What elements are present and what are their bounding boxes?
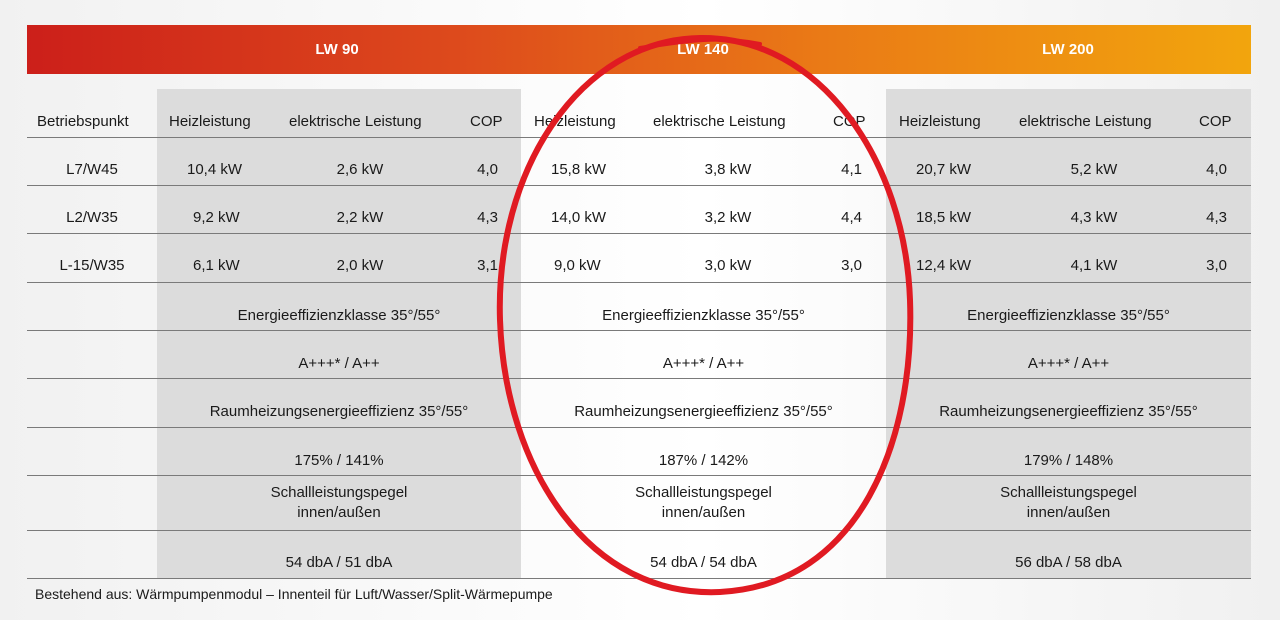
row-divider [27,330,1251,331]
lw90-shade [157,89,521,578]
row-elek-lw200: 4,3 kW [1070,209,1118,226]
row-heiz-lw140: 9,0 kW [554,257,601,274]
lw200-shade [886,89,1251,578]
schall-label-line2: innen/außen [297,504,381,521]
row-heiz-lw200: 20,7 kW [916,161,972,178]
row-cop-lw90: 4,3 [477,209,498,226]
row-elek-lw90: 2,0 kW [336,257,384,274]
raumheizung-label-lw200: Raumheizungsenergieeffizienz 35°/55° [939,403,1198,420]
row-heiz-lw90: 9,2 kW [193,209,240,226]
schall-label-lw200: Schallleistungspegel innen/außen [886,483,1251,523]
schall-label-line2: innen/außen [1026,504,1111,521]
row-divider [27,530,1251,531]
row-heiz-lw90: 6,1 kW [193,257,240,274]
row-elek-lw140: 3,8 kW [704,161,752,178]
row-heiz-lw200: 12,4 kW [916,257,972,274]
col-cop-lw90: COP [470,113,503,130]
row-elek-lw200: 5,2 kW [1070,161,1118,178]
col-heizleistung-lw90: Heizleistung [169,113,251,130]
row-divider [27,185,1251,186]
row-cop-lw200: 3,0 [1206,257,1227,274]
footer-note: Bestehend aus: Wärmpumpenmodul – Innente… [35,586,553,602]
row-heiz-lw90: 10,4 kW [187,161,243,178]
row-cop-lw140: 4,1 [841,161,862,178]
schall-label-line2: innen/außen [661,504,746,521]
row-elek-lw90: 2,2 kW [336,209,384,226]
energieklasse-value-lw140: A+++* / A++ [662,355,745,372]
row-cop-lw140: 4,4 [841,209,862,226]
row-cop-lw200: 4,0 [1206,161,1227,178]
row-cop-lw90: 3,1 [477,257,498,274]
energieklasse-label-lw200: Energieeffizienzklasse 35°/55° [967,307,1170,324]
row-divider [27,282,1251,283]
row-elek-lw140: 3,2 kW [704,209,752,226]
schall-value-lw200: 56 dbA / 58 dbA [1015,554,1122,571]
schall-label-line1: Schallleistungspegel [270,484,408,501]
row-cop-lw200: 4,3 [1206,209,1227,226]
row-elek-lw200: 4,1 kW [1070,257,1118,274]
col-heizleistung-lw200: Heizleistung [899,113,981,130]
raumheizung-value-lw90: 175% / 141% [294,452,384,469]
raumheizung-label-lw90: Raumheizungsenergieeffizienz 35°/55° [209,403,469,420]
raumheizung-value-lw200: 179% / 148% [1023,452,1114,469]
row-heiz-lw200: 18,5 kW [916,209,972,226]
row-divider [27,233,1251,234]
row-elek-lw140: 3,0 kW [704,257,752,274]
schall-label-line1: Schallleistungspegel [635,484,772,501]
header-lw200: LW 200 [1042,41,1094,58]
row-divider [27,137,1251,138]
row-divider [27,378,1251,379]
header-lw140: LW 140 [677,41,729,58]
row-cop-lw90: 4,0 [477,161,498,178]
row-divider [27,578,1251,579]
schall-value-lw140: 54 dbA / 54 dbA [650,554,757,571]
row-divider [27,475,1251,476]
energieklasse-label-lw140: Energieeffizienzklasse 35°/55° [602,307,805,324]
col-heizleistung-lw140: Heizleistung [534,113,616,130]
col-cop-lw200: COP [1199,113,1232,130]
raumheizung-label-lw140: Raumheizungsenergieeffizienz 35°/55° [574,403,833,420]
header-lw90: LW 90 [315,41,359,58]
row-elek-lw90: 2,6 kW [336,161,384,178]
row-cop-lw140: 3,0 [841,257,862,274]
col-elektrisch-lw200: elektrische Leistung [1019,113,1152,130]
schall-value-lw90: 54 dbA / 51 dbA [285,554,393,571]
energieklasse-value-lw90: A+++* / A++ [298,355,380,372]
model-header-band: LW 90 LW 140 LW 200 [27,25,1251,74]
schall-label-lw90: Schallleistungspegel innen/außen [157,483,521,523]
row-heiz-lw140: 14,0 kW [551,209,607,226]
row-heiz-lw140: 15,8 kW [551,161,607,178]
col-elektrisch-lw90: elektrische Leistung [289,113,422,130]
raumheizung-value-lw140: 187% / 142% [658,452,749,469]
row-divider [27,427,1251,428]
row-point: L-15/W35 [59,257,125,274]
row-point: L7/W45 [66,161,118,178]
row-point: L2/W35 [66,209,118,226]
schall-label-lw140: Schallleistungspegel innen/außen [521,483,886,523]
energieklasse-label-lw90: Energieeffizienzklasse 35°/55° [237,307,441,324]
col-betriebspunkt: Betriebspunkt [37,113,129,130]
energieklasse-value-lw200: A+++* / A++ [1027,355,1110,372]
col-cop-lw140: COP [833,113,866,130]
schall-label-line1: Schallleistungspegel [1000,484,1137,501]
col-elektrisch-lw140: elektrische Leistung [653,113,786,130]
